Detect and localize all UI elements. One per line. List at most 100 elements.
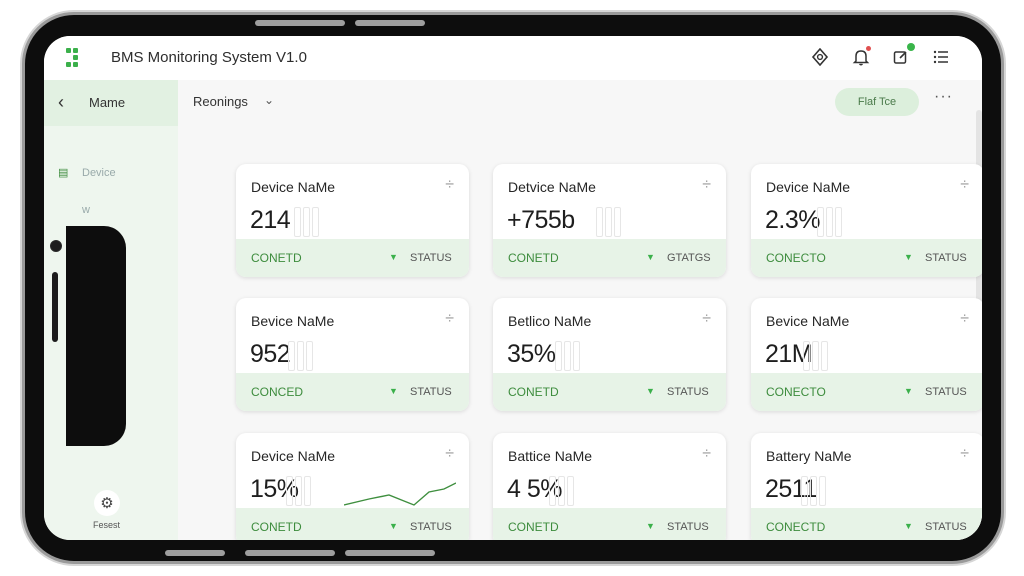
card-footer: CONETD ▼ GTATGS — [493, 239, 726, 277]
battery-bars-icon — [555, 341, 580, 371]
signal-icon: ▼ — [646, 521, 655, 531]
connection-status: CONECTO — [766, 385, 826, 399]
card-options-icon[interactable]: ÷ — [960, 445, 969, 462]
device-name: Device NaMe — [766, 179, 851, 195]
device-name: Betlico NaMe — [508, 313, 592, 329]
device-value: 21M — [765, 340, 813, 368]
status-label: STATUS — [410, 521, 452, 533]
card-footer: CONECTO ▼ STATUS — [751, 239, 982, 277]
chevron-left-icon: ‹ — [58, 92, 64, 112]
device-name: Detvice NaMe — [508, 179, 596, 195]
connection-status: CONCED — [251, 385, 304, 399]
card-options-icon[interactable]: ÷ — [445, 176, 454, 193]
connection-status: CONECTD — [766, 520, 826, 534]
battery-bars-icon — [596, 207, 621, 237]
card-options-icon[interactable]: ÷ — [702, 310, 711, 327]
connection-status: CONETD — [508, 251, 559, 265]
sidebar-item-device[interactable]: Device — [82, 167, 116, 179]
device-name: Battery NaMe — [766, 448, 852, 464]
more-options-icon[interactable]: ··· — [934, 88, 953, 105]
device-value: 214 — [250, 206, 291, 234]
device-value: 2.3% — [765, 206, 820, 234]
card-options-icon[interactable]: ÷ — [702, 445, 711, 462]
card-footer: CONETD ▼ STATUS — [493, 508, 726, 540]
device-card[interactable]: Bevice NaMe ÷ 952 CONCED ▼ STATUS — [236, 298, 469, 411]
connection-status: CONETD — [251, 520, 302, 534]
hardware-button — [165, 550, 225, 556]
list-menu-icon[interactable] — [930, 46, 952, 68]
shield-alert-icon[interactable] — [809, 46, 831, 68]
battery-bars-icon — [803, 341, 828, 371]
device-value: 952 — [250, 340, 291, 368]
device-card[interactable]: Device NaMe ÷ 2.3% CONECTO ▼ STATUS — [751, 164, 982, 277]
device-icon: ▤ — [58, 167, 69, 179]
signal-icon: ▼ — [389, 386, 398, 396]
device-card[interactable]: Battery NaMe ÷ 2511 CONECTD ▼ STATUS — [751, 433, 982, 540]
status-label: STATUS — [667, 386, 709, 398]
signal-icon: ▼ — [646, 386, 655, 396]
app-header: BMS Monitoring System V1.0 — [44, 36, 982, 80]
signal-icon: ▼ — [389, 252, 398, 262]
device-value: 4 5% — [507, 475, 562, 503]
card-footer: CONETD ▼ STATUS — [493, 373, 726, 411]
gear-icon: ⚙ — [100, 495, 114, 512]
connection-status: CONECTO — [766, 251, 826, 265]
device-name: Device NaMe — [251, 179, 336, 195]
card-footer: CONECTO ▼ STATUS — [751, 373, 982, 411]
card-footer: CONCED ▼ STATUS — [236, 373, 469, 411]
connection-status: CONETD — [251, 251, 302, 265]
battery-bars-icon — [294, 207, 319, 237]
device-card[interactable]: Bevice NaMe ÷ 21M CONECTO ▼ STATUS — [751, 298, 982, 411]
signal-icon: ▼ — [904, 386, 913, 396]
card-footer: CONECTD ▼ STATUS — [751, 508, 982, 540]
device-value: +755b — [507, 206, 575, 234]
device-card[interactable]: Device NaMe ÷ 214 CONETD ▼ STATUS — [236, 164, 469, 277]
battery-bars-icon — [286, 476, 311, 506]
card-options-icon[interactable]: ÷ — [960, 176, 969, 193]
notification-dot — [866, 46, 871, 51]
card-options-icon[interactable]: ÷ — [702, 176, 711, 193]
signal-icon: ▼ — [904, 252, 913, 262]
status-label: STATUS — [410, 386, 452, 398]
status-label: STATUS — [667, 521, 709, 533]
app-title: BMS Monitoring System V1.0 — [111, 49, 307, 66]
speaker-grille — [52, 272, 58, 342]
settings-button[interactable]: ⚙ — [94, 490, 120, 516]
device-value: 15% — [250, 475, 299, 503]
device-name: Device NaMe — [251, 448, 336, 464]
device-card[interactable]: Device NaMe ÷ 15% CONETD ▼ STATUS — [236, 433, 469, 540]
device-card[interactable]: Detvice NaMe ÷ +755b CONETD ▼ GTATGS — [493, 164, 726, 277]
signal-icon: ▼ — [904, 521, 913, 531]
main-content: Reonings ⌄ Flaf Tce ··· Device NaMe ÷ 214 C… — [178, 80, 982, 540]
app-screen: BMS Monitoring System V1.0 ‹ Mame ▤ Devi… — [44, 36, 982, 540]
connection-status: CONETD — [508, 385, 559, 399]
status-label: STATUS — [925, 386, 967, 398]
hardware-button — [245, 550, 335, 556]
card-options-icon[interactable]: ÷ — [960, 310, 969, 327]
device-card[interactable]: Battice NaMe ÷ 4 5% CONETD ▼ STATUS — [493, 433, 726, 540]
hardware-button — [355, 20, 425, 26]
bell-icon[interactable] — [850, 46, 872, 68]
sidebar-item[interactable]: w — [82, 204, 90, 216]
chevron-down-icon[interactable]: ⌄ — [264, 93, 275, 107]
status-label: STATUS — [410, 252, 452, 264]
device-name: Bevice NaMe — [251, 313, 335, 329]
device-value: 35% — [507, 340, 556, 368]
card-options-icon[interactable]: ÷ — [445, 310, 454, 327]
device-card[interactable]: Betlico NaMe ÷ 35% CONETD ▼ STATUS — [493, 298, 726, 411]
sparkline-chart — [344, 482, 456, 506]
card-footer: CONETD ▼ STATUS — [236, 239, 469, 277]
card-options-icon[interactable]: ÷ — [445, 445, 454, 462]
app-logo-icon — [66, 48, 82, 68]
hardware-button — [345, 550, 435, 556]
battery-bars-icon — [549, 476, 574, 506]
connection-status: CONETD — [508, 520, 559, 534]
filter-button[interactable]: Flaf Tce — [835, 88, 919, 116]
device-value: 2511 — [765, 475, 817, 503]
camera-icon — [50, 240, 62, 252]
signal-icon: ▼ — [389, 521, 398, 531]
edit-icon[interactable] — [890, 43, 915, 68]
sidebar-back-button[interactable]: ‹ Mame — [44, 80, 178, 126]
battery-bars-icon — [288, 341, 313, 371]
hardware-button — [255, 20, 345, 26]
